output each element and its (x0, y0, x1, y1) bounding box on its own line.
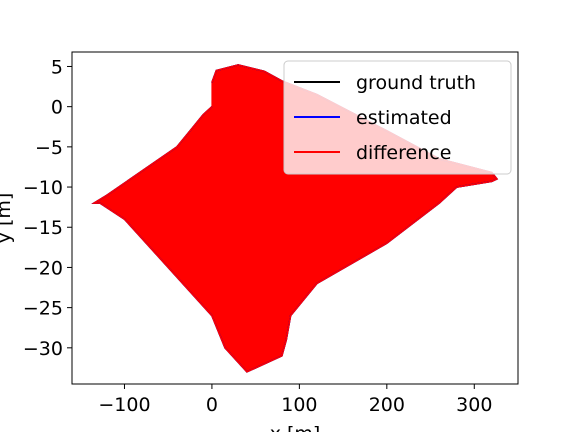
x-tick-label: 300 (456, 394, 492, 416)
legend-label: estimated (356, 107, 452, 129)
x-tick-label: 100 (281, 394, 317, 416)
x-tick-label: 0 (206, 394, 218, 416)
y-axis-label: y [m] (0, 193, 15, 244)
y-tick-label: 5 (51, 56, 63, 78)
y-axis: 5 0 −5 −10 −15 −20 −25 −30 (23, 56, 72, 360)
plot-frame (71, 51, 519, 385)
x-axis-label: x [m] (270, 423, 321, 432)
legend-label: ground truth (356, 72, 476, 94)
y-tick-label: −10 (23, 177, 63, 199)
y-tick-label: −15 (23, 217, 63, 239)
y-tick-label: −20 (23, 257, 63, 279)
legend-label: difference (356, 142, 451, 164)
legend: ground truth estimated difference (283, 60, 512, 175)
x-tick-label: 200 (369, 394, 405, 416)
y-tick-label: −30 (23, 338, 63, 360)
legend-box (283, 60, 512, 175)
y-tick-label: 0 (51, 97, 63, 119)
x-axis: −100 0 100 200 300 (98, 384, 492, 416)
y-tick-label: −25 (23, 298, 63, 320)
x-tick-label: −100 (98, 394, 150, 416)
y-tick-label: −5 (35, 137, 63, 159)
